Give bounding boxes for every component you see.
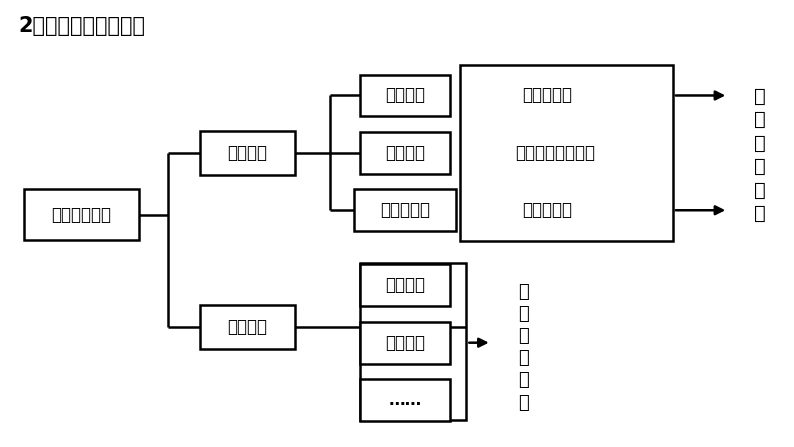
Text: 官能团不同: 官能团不同	[522, 201, 572, 219]
FancyBboxPatch shape	[360, 132, 450, 174]
Text: 立体异构: 立体异构	[227, 318, 268, 336]
FancyBboxPatch shape	[360, 264, 450, 306]
Text: 同分异构现象: 同分异构现象	[52, 206, 112, 224]
Text: 碳骨架不同: 碳骨架不同	[522, 86, 572, 105]
Text: 顺反异构: 顺反异构	[385, 276, 425, 294]
Text: 官能团异构: 官能团异构	[380, 201, 430, 219]
FancyBboxPatch shape	[353, 189, 456, 231]
Text: 碳架异构: 碳架异构	[385, 86, 425, 105]
Text: 官能团的位置不同: 官能团的位置不同	[515, 144, 595, 162]
Text: 对映异构: 对映异构	[385, 334, 425, 352]
FancyBboxPatch shape	[360, 75, 450, 117]
FancyBboxPatch shape	[360, 379, 450, 421]
Text: 位置异构: 位置异构	[385, 144, 425, 162]
FancyBboxPatch shape	[200, 131, 295, 175]
Text: ……: ……	[388, 391, 422, 409]
FancyBboxPatch shape	[200, 305, 295, 349]
FancyBboxPatch shape	[460, 64, 673, 241]
FancyBboxPatch shape	[360, 322, 450, 364]
Text: 构造异构: 构造异构	[227, 144, 268, 162]
Text: 2．同分异构体的类型: 2．同分异构体的类型	[18, 16, 145, 36]
Text: 本
节
学
习
重
点: 本 节 学 习 重 点	[754, 87, 765, 224]
FancyBboxPatch shape	[360, 263, 466, 420]
FancyBboxPatch shape	[25, 189, 139, 240]
Text: 后
面
陆
续
学
习: 后 面 陆 续 学 习	[518, 283, 529, 412]
